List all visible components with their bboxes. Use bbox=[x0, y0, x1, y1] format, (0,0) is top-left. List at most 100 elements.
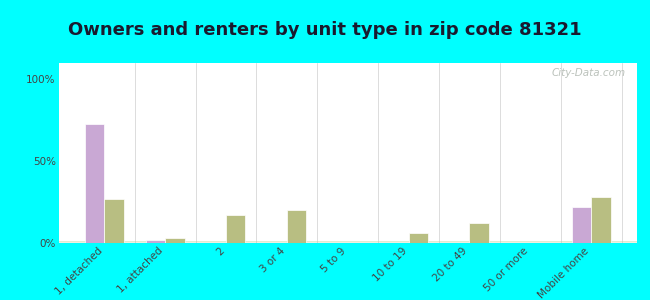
Bar bbox=[58, 242, 637, 243]
Bar bbox=[58, 242, 637, 243]
Bar bbox=[58, 242, 637, 243]
Bar bbox=[58, 242, 637, 243]
Bar bbox=[58, 242, 637, 243]
Bar bbox=[58, 242, 637, 243]
Bar bbox=[58, 242, 637, 243]
Bar bbox=[58, 241, 637, 242]
Bar bbox=[58, 242, 637, 243]
Bar bbox=[58, 241, 637, 242]
Bar bbox=[58, 242, 637, 243]
Bar bbox=[58, 241, 637, 242]
Bar bbox=[58, 242, 637, 243]
Bar bbox=[287, 210, 306, 243]
Bar bbox=[58, 242, 637, 243]
Bar bbox=[58, 242, 637, 243]
Bar bbox=[58, 241, 637, 242]
Bar bbox=[58, 242, 637, 243]
Bar bbox=[58, 241, 637, 242]
Bar bbox=[58, 242, 637, 243]
Bar bbox=[165, 238, 185, 243]
Bar bbox=[58, 241, 637, 242]
Bar bbox=[58, 242, 637, 243]
Bar bbox=[58, 242, 637, 243]
Bar bbox=[58, 241, 637, 242]
Bar bbox=[58, 242, 637, 243]
Bar bbox=[58, 241, 637, 242]
Bar bbox=[58, 242, 637, 243]
Bar bbox=[58, 242, 637, 243]
Bar bbox=[58, 242, 637, 243]
Bar bbox=[58, 242, 637, 243]
Bar bbox=[58, 242, 637, 243]
Bar bbox=[58, 241, 637, 242]
Bar bbox=[58, 242, 637, 243]
Bar bbox=[58, 241, 637, 242]
Bar bbox=[58, 242, 637, 243]
Bar bbox=[58, 242, 637, 243]
Bar bbox=[58, 241, 637, 242]
Bar bbox=[58, 242, 637, 243]
Bar bbox=[58, 242, 637, 243]
Bar bbox=[58, 242, 637, 243]
Bar bbox=[58, 242, 637, 243]
Bar bbox=[58, 241, 637, 242]
Bar bbox=[58, 242, 637, 243]
Bar bbox=[58, 242, 637, 243]
Bar bbox=[58, 242, 637, 243]
Bar bbox=[58, 242, 637, 243]
Bar bbox=[58, 242, 637, 243]
Bar bbox=[409, 233, 428, 243]
Bar bbox=[58, 242, 637, 243]
Bar bbox=[58, 241, 637, 242]
Bar bbox=[58, 242, 637, 243]
Bar bbox=[58, 242, 637, 243]
Bar bbox=[58, 242, 637, 243]
Bar bbox=[58, 242, 637, 243]
Bar bbox=[58, 242, 637, 243]
Bar bbox=[58, 242, 637, 243]
Bar bbox=[58, 242, 637, 243]
Bar bbox=[58, 242, 637, 243]
Bar bbox=[58, 242, 637, 243]
Bar bbox=[58, 242, 637, 243]
Bar bbox=[469, 224, 489, 243]
Bar bbox=[58, 242, 637, 243]
Bar bbox=[58, 242, 637, 243]
Bar bbox=[58, 242, 637, 243]
Bar bbox=[104, 199, 124, 243]
Bar bbox=[58, 242, 637, 243]
Bar bbox=[58, 241, 637, 242]
Bar bbox=[58, 242, 637, 243]
Bar bbox=[58, 242, 637, 243]
Bar bbox=[58, 242, 637, 243]
Text: City-Data.com: City-Data.com bbox=[551, 68, 625, 78]
Bar bbox=[58, 242, 637, 243]
Bar bbox=[58, 242, 637, 243]
Bar bbox=[58, 242, 637, 243]
Bar bbox=[58, 242, 637, 243]
Bar bbox=[58, 242, 637, 243]
Bar bbox=[58, 241, 637, 242]
Bar bbox=[58, 241, 637, 242]
Bar bbox=[58, 241, 637, 242]
Bar bbox=[58, 242, 637, 243]
Bar bbox=[58, 242, 637, 243]
Bar bbox=[58, 242, 637, 243]
Bar bbox=[58, 242, 637, 243]
Bar bbox=[58, 242, 637, 243]
Bar bbox=[58, 242, 637, 243]
Bar bbox=[58, 242, 637, 243]
Bar bbox=[58, 241, 637, 242]
Bar bbox=[58, 241, 637, 242]
Bar bbox=[58, 242, 637, 243]
Bar bbox=[58, 242, 637, 243]
Bar bbox=[58, 242, 637, 243]
Bar bbox=[58, 242, 637, 243]
Bar bbox=[58, 242, 637, 243]
Bar bbox=[58, 241, 637, 242]
Bar bbox=[58, 242, 637, 243]
Bar bbox=[58, 242, 637, 243]
Bar bbox=[58, 242, 637, 243]
Bar bbox=[58, 242, 637, 243]
Bar bbox=[58, 242, 637, 243]
